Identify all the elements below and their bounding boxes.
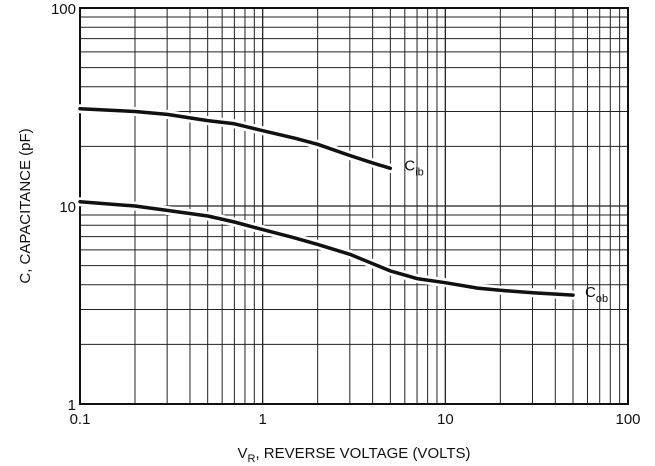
series-line-Cob — [80, 202, 573, 295]
y-tick-label: 100 — [51, 1, 76, 18]
x-tick-label: 10 — [437, 411, 454, 428]
x-tick-label: 100 — [615, 411, 640, 428]
y-tick-label: 10 — [59, 199, 76, 216]
series-line-Cib — [80, 109, 390, 169]
y-tick-label: 1 — [68, 397, 76, 414]
x-tick-label: 1 — [258, 411, 266, 428]
series-label-Cib: Cib — [404, 157, 423, 178]
series-label-Cob: Cob — [585, 284, 608, 305]
series-halo-0 — [80, 109, 390, 169]
x-axis-title: VR, REVERSE VOLTAGE (VOLTS) — [237, 445, 470, 465]
y-axis-title: C, CAPACITANCE (pF) — [17, 128, 34, 283]
series-lines — [80, 109, 573, 295]
